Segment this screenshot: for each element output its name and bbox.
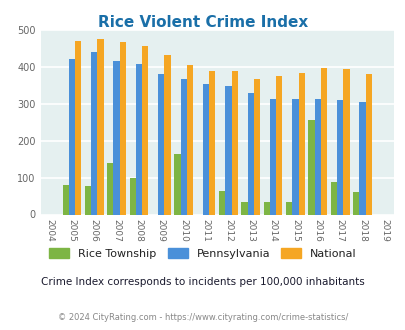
Bar — [308, 120, 314, 214]
Bar — [263, 202, 269, 214]
Bar — [275, 76, 282, 214]
Bar — [202, 84, 209, 214]
Bar — [241, 202, 247, 214]
Bar — [158, 75, 164, 214]
Bar — [352, 192, 358, 214]
Bar — [292, 99, 298, 214]
Bar — [286, 202, 292, 214]
Bar — [343, 69, 349, 215]
Bar — [320, 68, 326, 214]
Text: © 2024 CityRating.com - https://www.cityrating.com/crime-statistics/: © 2024 CityRating.com - https://www.city… — [58, 313, 347, 322]
Bar — [164, 55, 170, 214]
Bar — [129, 178, 136, 214]
Bar — [218, 191, 225, 214]
Bar — [107, 163, 113, 214]
Bar — [119, 42, 126, 215]
Bar — [174, 154, 180, 214]
Bar — [365, 74, 371, 215]
Bar — [142, 46, 148, 214]
Bar — [75, 41, 81, 214]
Legend: Rice Township, Pennsylvania, National: Rice Township, Pennsylvania, National — [46, 245, 359, 262]
Bar — [336, 100, 343, 214]
Bar — [314, 99, 320, 214]
Bar — [62, 185, 68, 214]
Bar — [113, 61, 119, 214]
Bar — [247, 93, 253, 214]
Bar — [298, 73, 304, 215]
Bar — [91, 52, 97, 214]
Bar — [186, 65, 193, 214]
Bar — [225, 86, 231, 214]
Bar — [68, 58, 75, 214]
Bar — [358, 102, 365, 214]
Bar — [269, 99, 275, 214]
Bar — [136, 64, 142, 214]
Bar — [330, 182, 336, 214]
Bar — [231, 72, 237, 214]
Bar — [209, 71, 215, 214]
Text: Rice Violent Crime Index: Rice Violent Crime Index — [98, 15, 307, 30]
Bar — [180, 79, 186, 214]
Text: Crime Index corresponds to incidents per 100,000 inhabitants: Crime Index corresponds to incidents per… — [41, 278, 364, 287]
Bar — [253, 79, 260, 214]
Bar — [97, 39, 103, 214]
Bar — [85, 186, 91, 214]
